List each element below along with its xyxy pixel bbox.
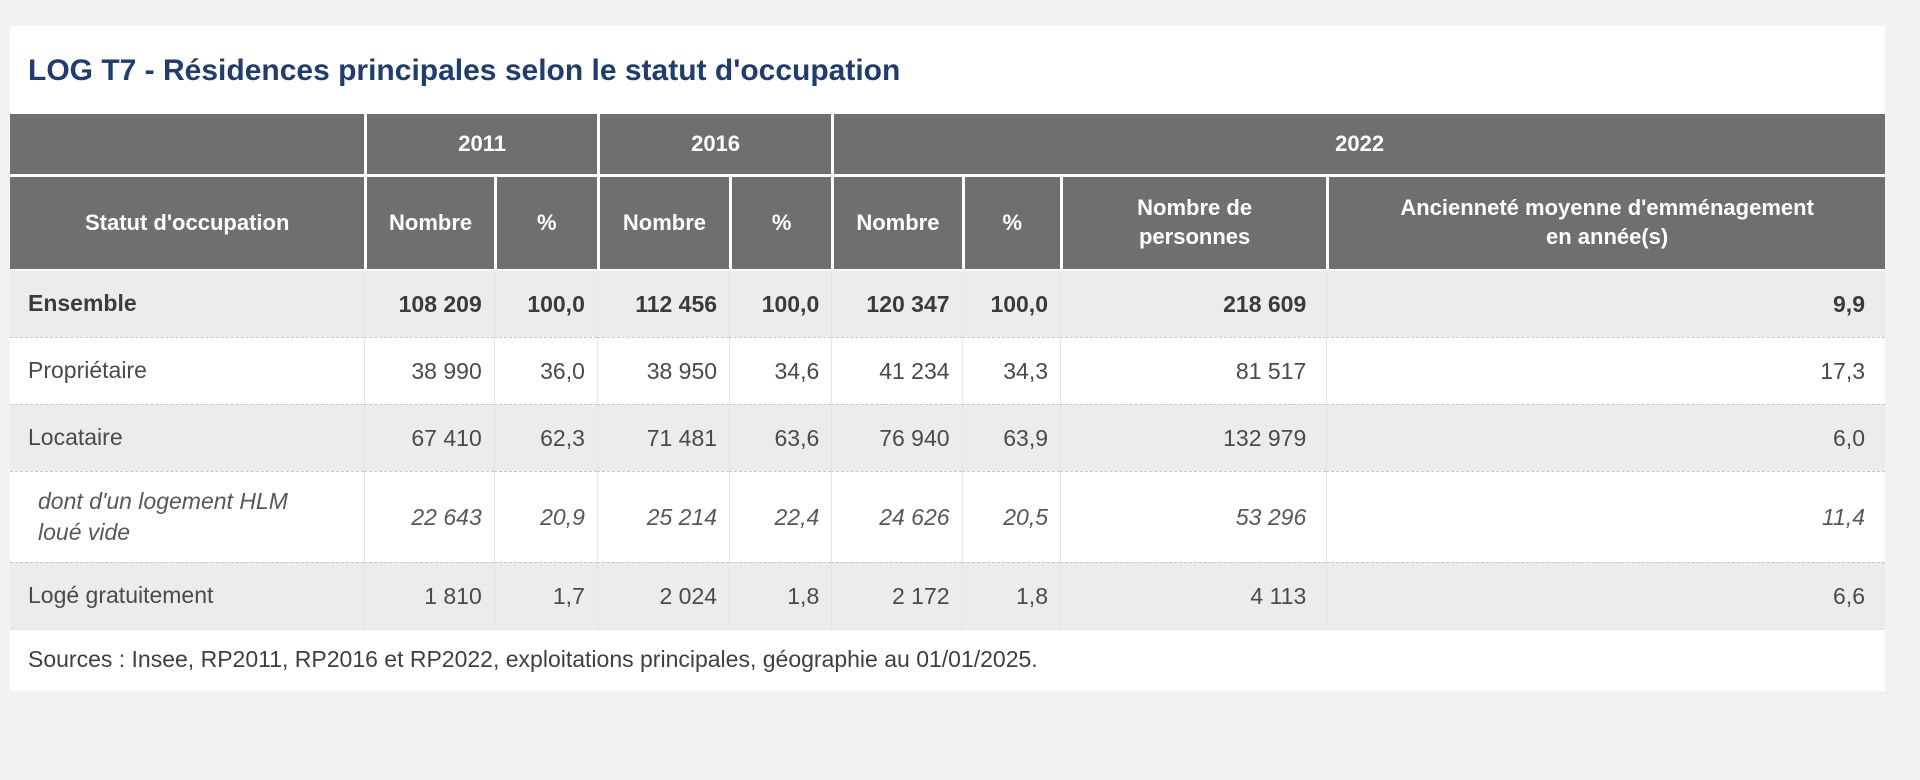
year-header-2022: 2022 xyxy=(831,114,1885,177)
year-header-row: 2011 2016 2022 xyxy=(10,114,1885,177)
cell-2022-personnes: 81 517 xyxy=(1060,337,1327,404)
row-label: Logé gratuitement xyxy=(10,562,365,630)
year-header-empty-cell xyxy=(10,114,365,177)
cell-2022-pct: 100,0 xyxy=(961,271,1060,337)
table-row-proprietaire: Propriétaire 38 990 36,0 38 950 34,6 41 … xyxy=(10,337,1885,404)
row-label: Propriétaire xyxy=(10,337,365,404)
cell-2011-nombre: 108 209 xyxy=(364,271,494,337)
cell-2016-pct: 100,0 xyxy=(729,271,832,337)
column-header-nombre-2016: Nombre xyxy=(596,177,730,271)
column-header-anciennete: Ancienneté moyenne d'emménagement en ann… xyxy=(1326,177,1885,271)
cell-2022-pct: 63,9 xyxy=(961,404,1060,471)
statistics-table: 2011 2016 2022 Statut d'occupation Nombr… xyxy=(10,114,1885,630)
cell-2022-anciennete: 9,9 xyxy=(1326,271,1885,337)
column-header-statut: Statut d'occupation xyxy=(10,177,365,271)
cell-2016-pct: 1,8 xyxy=(729,562,832,630)
cell-2011-nombre: 38 990 xyxy=(364,337,494,404)
column-header-pct-2011: % xyxy=(493,177,597,271)
cell-2022-personnes: 4 113 xyxy=(1060,562,1327,630)
content-card: LOG T7 - Résidences principales selon le… xyxy=(10,26,1885,691)
row-label: Locataire xyxy=(10,404,365,471)
cell-2016-pct: 22,4 xyxy=(729,471,832,562)
sources-note: Sources : Insee, RP2011, RP2016 et RP202… xyxy=(28,646,1038,672)
table-row-ensemble: Ensemble 108 209 100,0 112 456 100,0 120… xyxy=(10,271,1885,337)
cell-2022-anciennete: 6,0 xyxy=(1326,404,1885,471)
cell-2022-nombre: 2 172 xyxy=(831,562,962,630)
cell-2022-anciennete: 11,4 xyxy=(1326,471,1885,562)
year-header-2011: 2011 xyxy=(364,114,597,177)
cell-2016-nombre: 71 481 xyxy=(596,404,730,471)
cell-2011-nombre: 67 410 xyxy=(364,404,494,471)
cell-2022-pct: 34,3 xyxy=(961,337,1060,404)
column-header-pct-2022: % xyxy=(961,177,1060,271)
cell-2011-pct: 20,9 xyxy=(493,471,597,562)
cell-2011-pct: 100,0 xyxy=(493,271,597,337)
cell-2022-pct: 20,5 xyxy=(961,471,1060,562)
table-row-hlm: dont d'un logement HLM loué vide 22 643 … xyxy=(10,471,1885,562)
cell-2022-personnes: 53 296 xyxy=(1060,471,1327,562)
column-header-nombre-2022: Nombre xyxy=(831,177,962,271)
cell-2022-pct: 1,8 xyxy=(961,562,1060,630)
cell-2016-nombre: 2 024 xyxy=(596,562,730,630)
cell-2011-nombre: 1 810 xyxy=(364,562,494,630)
column-header-nombre-2011: Nombre xyxy=(364,177,494,271)
cell-2016-pct: 34,6 xyxy=(729,337,832,404)
cell-2011-pct: 1,7 xyxy=(493,562,597,630)
cell-2022-nombre: 24 626 xyxy=(831,471,962,562)
column-header-row: Statut d'occupation Nombre % Nombre % No… xyxy=(10,177,1885,271)
cell-2011-pct: 62,3 xyxy=(493,404,597,471)
cell-2016-pct: 63,6 xyxy=(729,404,832,471)
row-label: Ensemble xyxy=(10,271,365,337)
cell-2022-personnes: 132 979 xyxy=(1060,404,1327,471)
cell-2022-anciennete: 6,6 xyxy=(1326,562,1885,630)
cell-2016-nombre: 112 456 xyxy=(596,271,730,337)
column-header-nombre-personnes: Nombre de personnes xyxy=(1060,177,1327,271)
cell-2022-personnes: 218 609 xyxy=(1060,271,1327,337)
cell-2016-nombre: 38 950 xyxy=(596,337,730,404)
column-header-pct-2016: % xyxy=(729,177,832,271)
cell-2022-anciennete: 17,3 xyxy=(1326,337,1885,404)
cell-2022-nombre: 76 940 xyxy=(831,404,962,471)
cell-2011-nombre: 22 643 xyxy=(364,471,494,562)
row-label: dont d'un logement HLM loué vide xyxy=(10,471,365,562)
cell-2016-nombre: 25 214 xyxy=(596,471,730,562)
cell-2011-pct: 36,0 xyxy=(493,337,597,404)
year-header-2016: 2016 xyxy=(596,114,832,177)
table-row-locataire: Locataire 67 410 62,3 71 481 63,6 76 940… xyxy=(10,404,1885,471)
cell-2022-nombre: 41 234 xyxy=(831,337,962,404)
page-title: LOG T7 - Résidences principales selon le… xyxy=(28,54,901,87)
table-row-loge-gratuitement: Logé gratuitement 1 810 1,7 2 024 1,8 2 … xyxy=(10,562,1885,630)
cell-2022-nombre: 120 347 xyxy=(831,271,962,337)
